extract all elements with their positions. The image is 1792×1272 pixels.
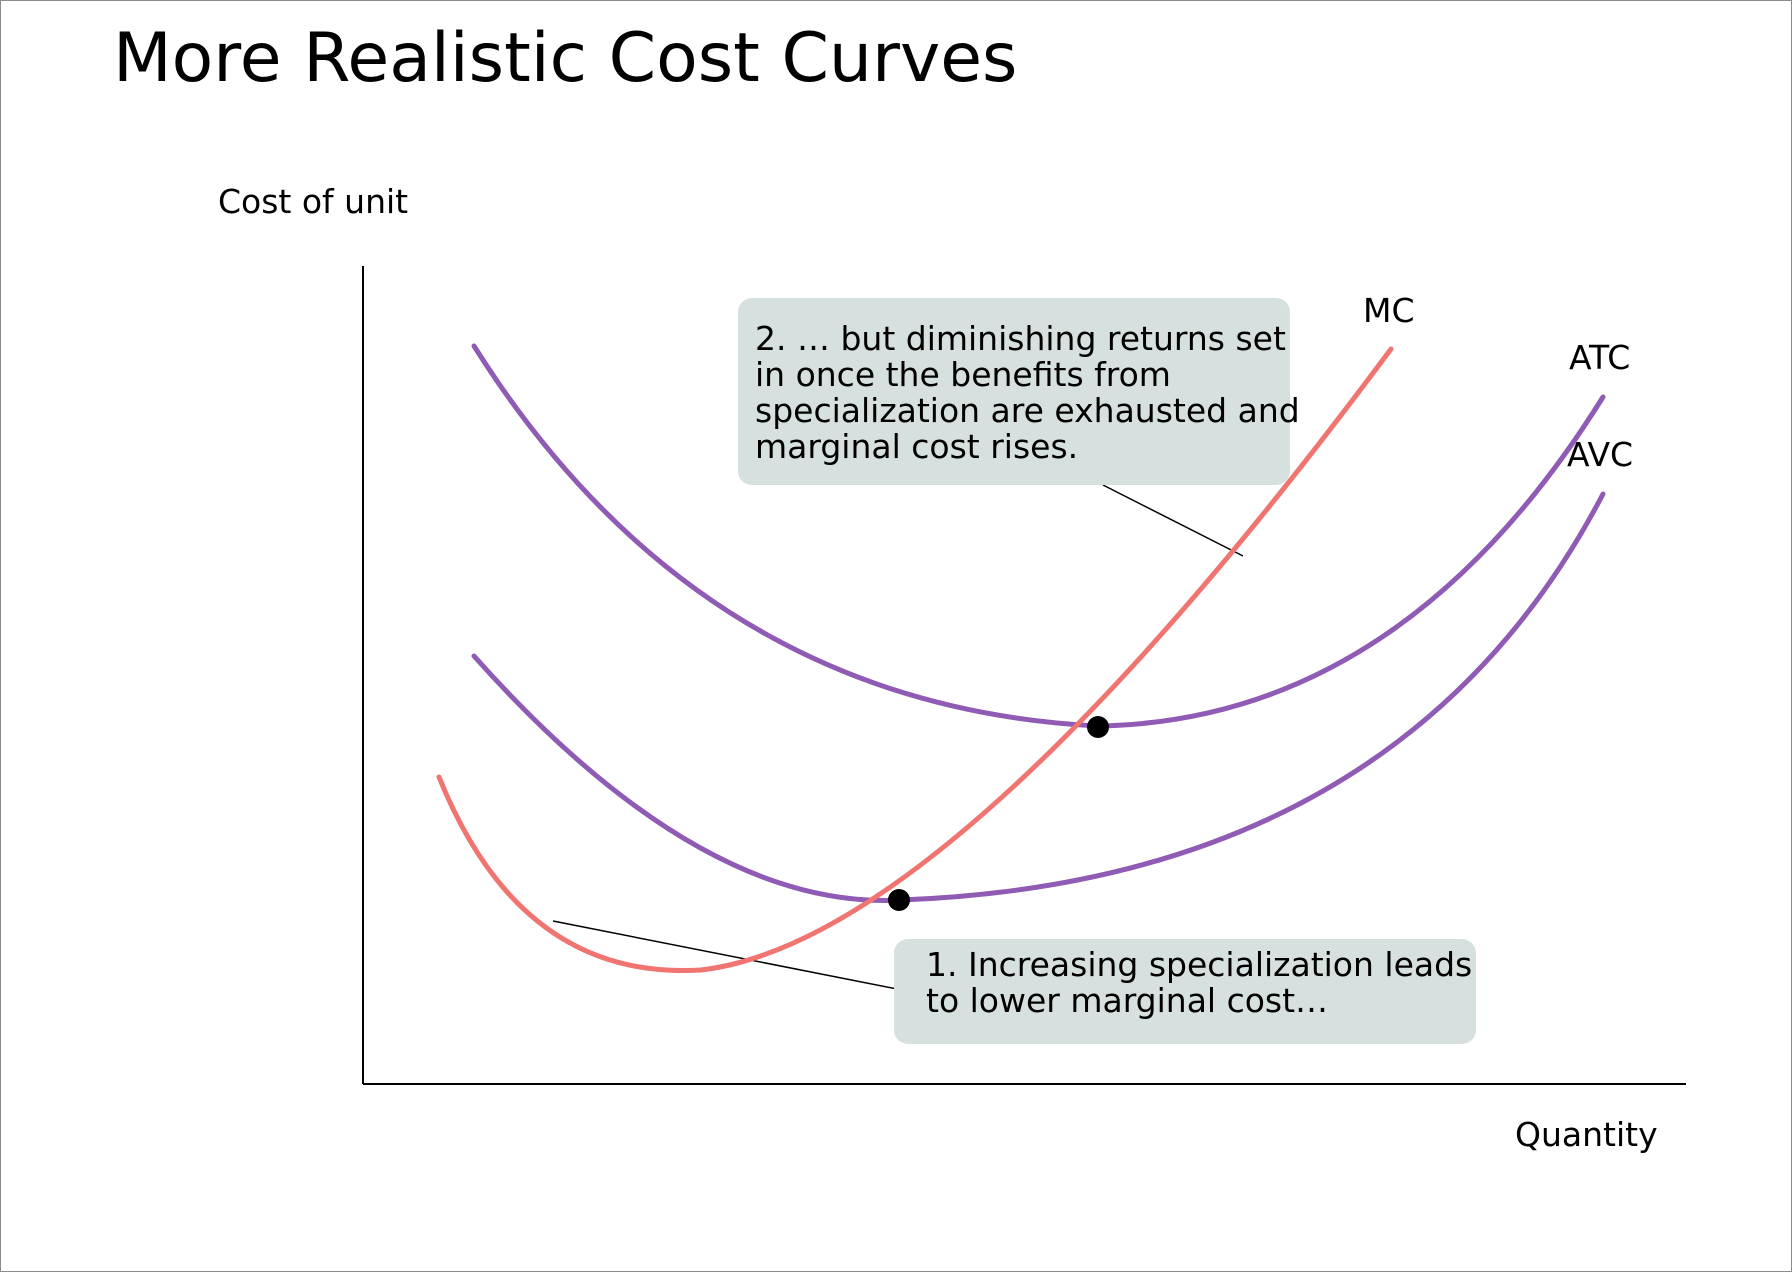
callout-diminishing-line: in once the benefits from — [755, 355, 1171, 394]
callout-diminishing-line: specialization are exhausted and — [755, 391, 1300, 430]
callout-diminishing-leader — [1102, 484, 1244, 557]
callout-specialization-line: to lower marginal cost… — [926, 981, 1328, 1020]
mc-curve-label: MC — [1363, 291, 1415, 330]
callout-diminishing-line: 2. … but diminishing returns set — [755, 319, 1286, 358]
callout-diminishing-line: marginal cost rises. — [755, 427, 1078, 466]
callout-diminishing-box — [738, 298, 1290, 485]
mc-avc-intersection-dot — [888, 889, 910, 911]
avc-curve — [471, 491, 1606, 903]
callout-specialization-line: 1. Increasing specialization leads — [926, 945, 1472, 984]
atc-curve — [471, 343, 1606, 729]
avc-curve-label: AVC — [1567, 435, 1633, 474]
callout-specialization-box — [894, 939, 1476, 1044]
callout-specialization-leader — [552, 920, 898, 990]
callout-specialization-text: 1. Increasing specialization leads to lo… — [926, 945, 1483, 1020]
slide-title: More Realistic Cost Curves — [113, 19, 1018, 98]
y-axis-label: Cost of unit — [218, 182, 408, 221]
x-axis-label: Quantity — [1515, 1115, 1658, 1154]
callout-diminishing-text: 2. … but diminishing returns set in once… — [755, 319, 1310, 466]
mc-atc-intersection-dot — [1087, 716, 1109, 738]
mc-curve — [436, 346, 1394, 974]
atc-curve-label: ATC — [1569, 338, 1630, 377]
